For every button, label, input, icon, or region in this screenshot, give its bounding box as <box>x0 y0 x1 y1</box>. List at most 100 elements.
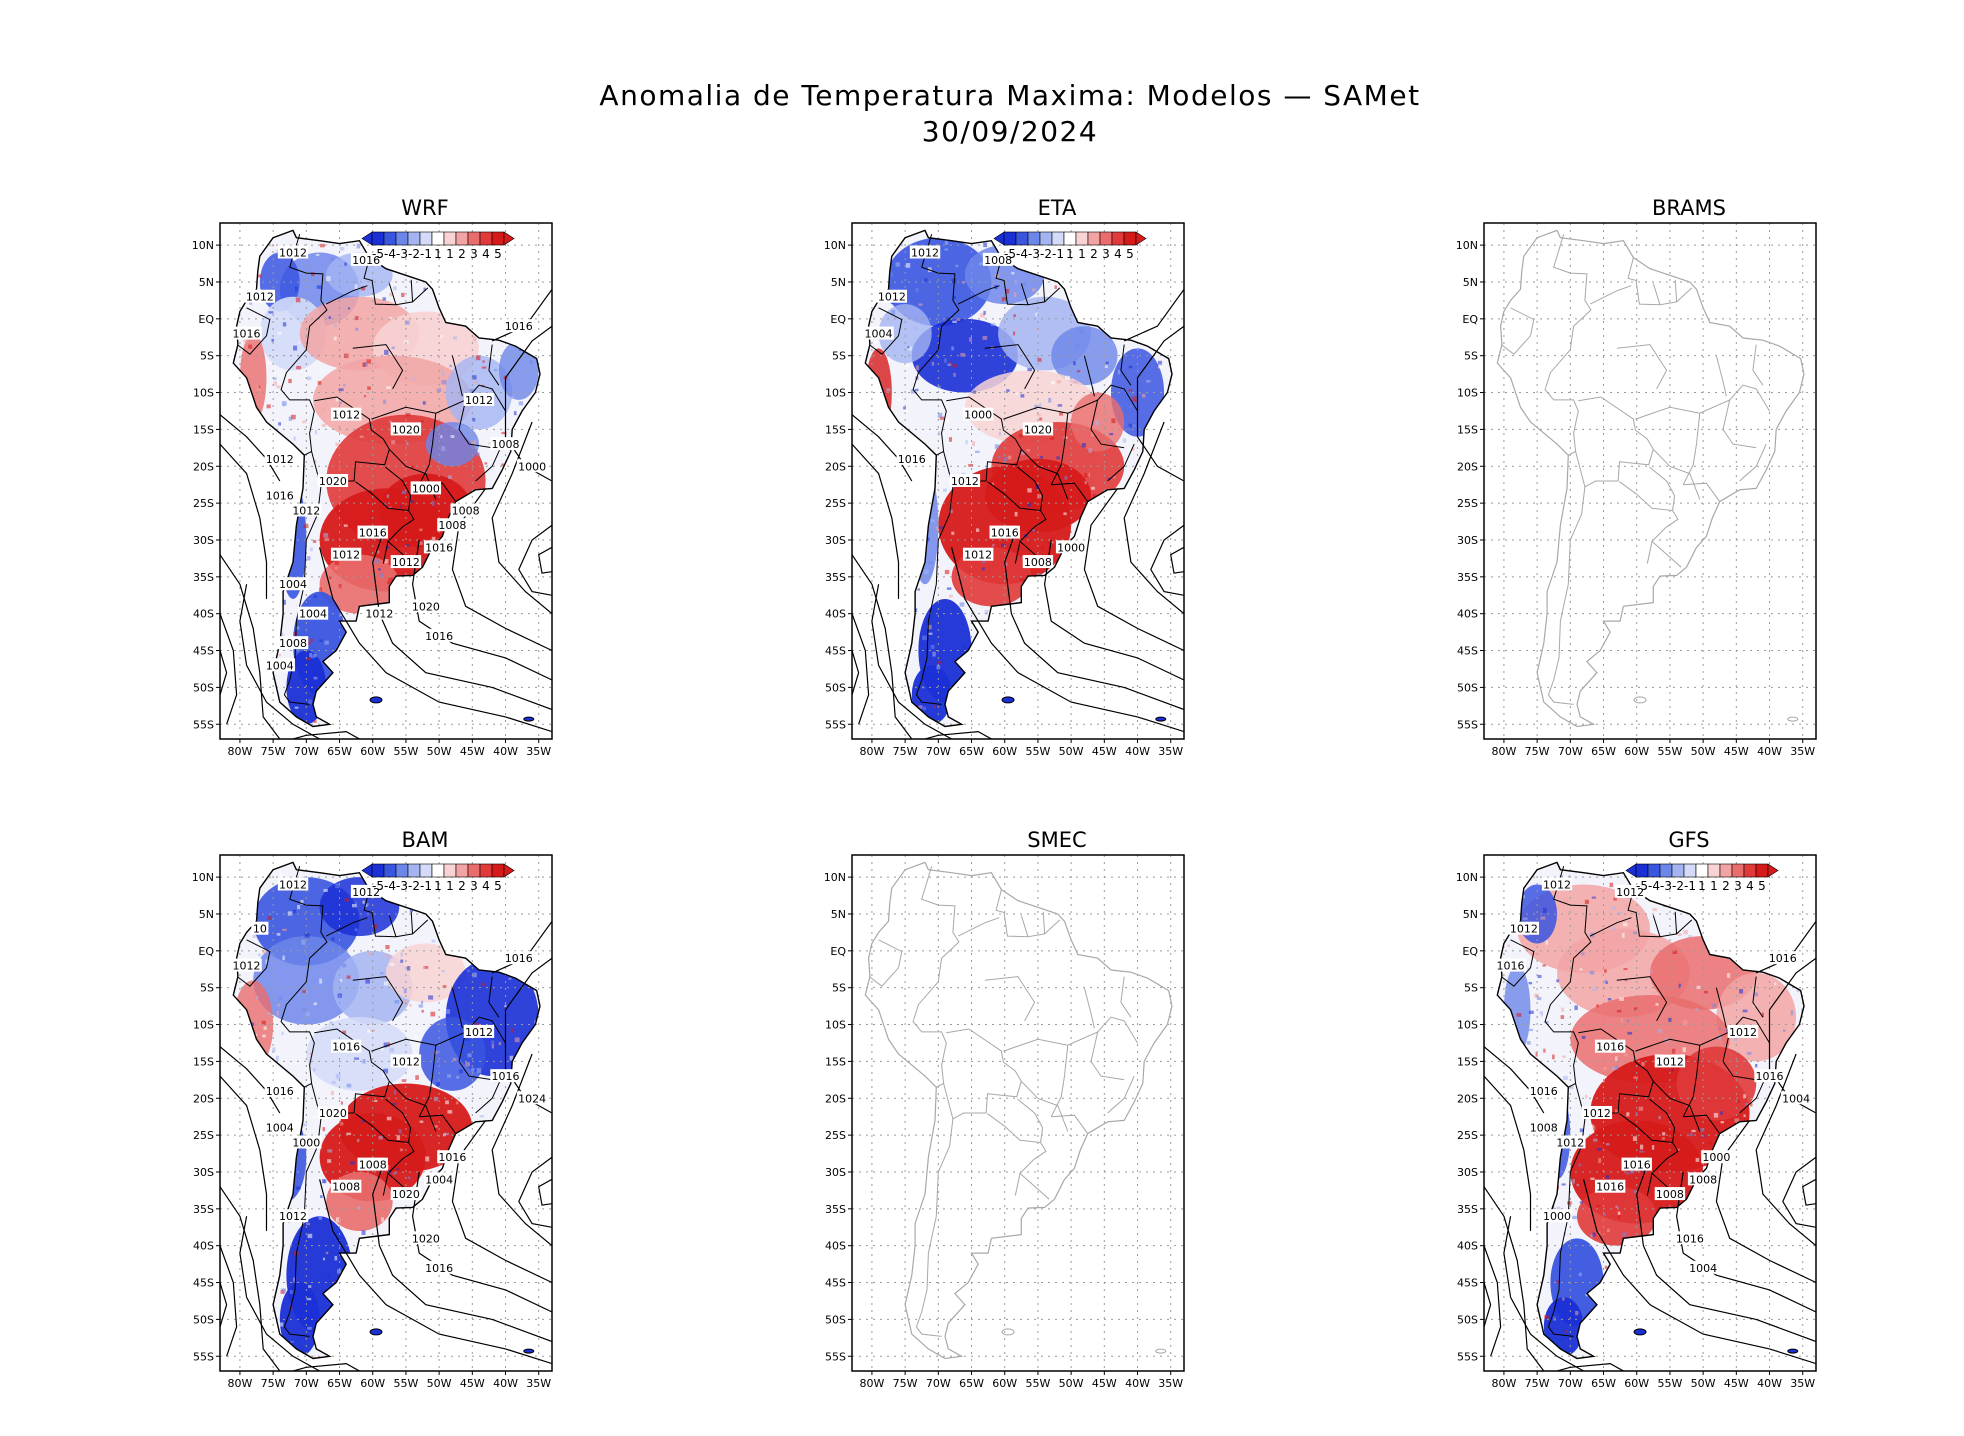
lat-tick-label: 50S <box>1457 1313 1478 1326</box>
colorbar-swatch <box>467 863 481 878</box>
lon-tick-label: 65W <box>327 745 352 758</box>
lat-tick-label: 5N <box>1463 908 1478 921</box>
lat-tick-label: 10S <box>193 387 214 400</box>
map-bam: 1012 1012 10 1012 1016 1012 1016 1020 1008 1008 10… <box>160 853 760 1413</box>
lon-tick-label: 50W <box>1059 1377 1084 1390</box>
colorbar-swatch <box>371 863 385 878</box>
colorbar-swatch <box>1659 863 1673 878</box>
lat-tick-label: 30S <box>193 1166 214 1179</box>
isobar-label: 1016 <box>425 630 453 643</box>
colorbar-label: -5 <box>372 879 384 893</box>
lon-tick-label: 65W <box>1591 1377 1616 1390</box>
map-frame <box>851 222 1185 740</box>
lon-tick-label: 65W <box>959 745 984 758</box>
lat-tick-label: 10N <box>824 871 846 884</box>
lat-tick-label: 15S <box>1457 1055 1478 1068</box>
isobar-labels: 1012 1008 1012 1004 1000 1020 1016 1012 1016 1012… <box>863 245 1087 569</box>
isobar-label: 1016 <box>1769 952 1797 965</box>
lat-tick-label: 50S <box>193 681 214 694</box>
lon-tick-label: 40W <box>1125 1377 1150 1390</box>
isobar-label: 1012 <box>1729 1026 1757 1039</box>
colorbar-swatch <box>383 231 397 246</box>
country-borders <box>868 865 1138 1337</box>
isobar-label: 1000 <box>1702 1151 1730 1164</box>
colorbar-label: -3 <box>1660 879 1672 893</box>
isobar-label: 1008 <box>1656 1188 1684 1201</box>
figure-title: Anomalia de Temperatura Maxima: Modelos … <box>0 78 1964 150</box>
isobar-label: 1004 <box>266 659 294 672</box>
isobar-label: 1004 <box>266 1122 294 1135</box>
lat-tick-label: 40S <box>825 608 846 621</box>
isobar-label: 1000 <box>518 460 546 473</box>
lon-tick-label: 55W <box>393 745 418 758</box>
isobar-label: 1016 <box>1497 960 1525 973</box>
colorbar-swatch <box>431 231 445 246</box>
lon-tick-label: 70W <box>294 745 319 758</box>
lon-tick-label: 50W <box>427 1377 452 1390</box>
colorbar-label: -3 <box>396 879 408 893</box>
lat-tick-label: 25S <box>825 1129 846 1142</box>
colorbar: -5 -4 -3 -2 -1 1 1 2 3 4 5 <box>361 231 515 261</box>
colorbar-swatch <box>431 863 445 878</box>
colorbar-label: -1 <box>420 879 432 893</box>
lat-tick-label: 40S <box>1457 608 1478 621</box>
panel-bam: BAM 1012 1012 10 1012 1016 1012 1016 1020 1008 10… <box>160 828 760 1428</box>
isobar-label: 1020 <box>319 1107 347 1120</box>
colorbar-label: 1 <box>434 247 442 261</box>
colorbar-swatch <box>395 231 409 246</box>
panel-wrf: WRF 1012 1016 1012 1016 1012 1020 1012 1020 1016… <box>160 196 760 796</box>
colorbar-swatch <box>1123 231 1137 246</box>
isobar-label: 1012 <box>365 608 393 621</box>
lat-tick-label: 40S <box>1457 1240 1478 1253</box>
lon-tick-label: 40W <box>1125 745 1150 758</box>
lon-tick-label: 80W <box>227 1377 252 1390</box>
isobar-label: 1008 <box>438 519 466 532</box>
colorbar-label: 3 <box>470 247 478 261</box>
lat-tick-label: 35S <box>193 1203 214 1216</box>
lat-tick-label: 10N <box>192 871 214 884</box>
colorbar-swatch <box>1755 863 1769 878</box>
lat-tick-label: 30S <box>825 1166 846 1179</box>
colorbar-swatch <box>1695 863 1709 878</box>
lat-tick-label: EQ <box>1462 945 1478 958</box>
lat-tick-label: 5N <box>199 276 214 289</box>
colorbar-swatch <box>491 231 505 246</box>
isobar-label: 1004 <box>299 608 327 621</box>
colorbar-label: 1 <box>1710 879 1718 893</box>
coastline <box>232 229 541 728</box>
map-frame <box>1483 222 1817 740</box>
lon-tick-label: 35W <box>1790 1377 1815 1390</box>
isobar-label: 1016 <box>505 952 533 965</box>
isobar-label: 1012 <box>1656 1055 1684 1068</box>
map-svg: 1012 1012 10 1012 1016 1012 1016 1020 1008 1008 10… <box>192 854 553 1390</box>
lat-tick-label: 15S <box>193 423 214 436</box>
colorbar-swatch <box>443 231 457 246</box>
colorbar-swatch <box>1707 863 1721 878</box>
isobar-label: 1004 <box>425 1173 453 1186</box>
lat-tick-label: 50S <box>193 1313 214 1326</box>
colorbar-swatch <box>419 863 433 878</box>
lat-tick-label: 45S <box>825 645 846 658</box>
lat-tick-label: 25S <box>1457 497 1478 510</box>
lat-tick-label: 45S <box>825 1277 846 1290</box>
isobar-label: 1016 <box>438 1151 466 1164</box>
isobar-label: 1000 <box>412 482 440 495</box>
isobar-label: 1020 <box>392 423 420 436</box>
lat-tick-label: 5N <box>831 908 846 921</box>
lat-tick-label: 20S <box>193 460 214 473</box>
isobar-label: 1016 <box>1530 1085 1558 1098</box>
colorbar-swatch <box>1075 231 1089 246</box>
lat-tick-label: 30S <box>193 534 214 547</box>
isobar-label: 1016 <box>1756 1070 1784 1083</box>
map-eta: 1012 1008 1012 1004 1000 1020 1016 1012 1016 1012… <box>792 221 1392 781</box>
isobar-label: 1020 <box>392 1188 420 1201</box>
lat-tick-label: 5S <box>832 982 846 995</box>
isobar-label: 1020 <box>412 600 440 613</box>
lon-tick-label: 45W <box>460 1377 485 1390</box>
coastline <box>864 229 1173 728</box>
colorbar-label: 1 <box>446 247 454 261</box>
lat-tick-label: 15S <box>825 423 846 436</box>
isobar-label: 1016 <box>425 1262 453 1275</box>
lat-tick-label: 5S <box>832 350 846 363</box>
colorbar-label: 4 <box>482 879 490 893</box>
